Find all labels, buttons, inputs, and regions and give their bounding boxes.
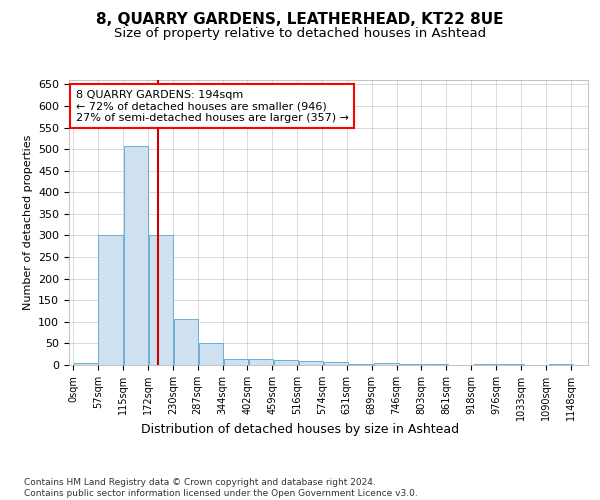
Text: 8, QUARRY GARDENS, LEATHERHEAD, KT22 8UE: 8, QUARRY GARDENS, LEATHERHEAD, KT22 8UE: [96, 12, 504, 28]
Bar: [324, 362, 349, 365]
Bar: [124, 146, 148, 365]
Bar: [174, 319, 199, 365]
Bar: [74, 363, 98, 365]
Bar: [549, 364, 574, 365]
Text: Size of property relative to detached houses in Ashtead: Size of property relative to detached ho…: [114, 28, 486, 40]
Text: 8 QUARRY GARDENS: 194sqm
← 72% of detached houses are smaller (946)
27% of semi-: 8 QUARRY GARDENS: 194sqm ← 72% of detach…: [76, 90, 349, 122]
Bar: [249, 360, 274, 365]
Bar: [499, 364, 524, 365]
Text: Contains HM Land Registry data © Crown copyright and database right 2024.
Contai: Contains HM Land Registry data © Crown c…: [24, 478, 418, 498]
Bar: [424, 364, 448, 365]
Bar: [224, 360, 248, 365]
Y-axis label: Number of detached properties: Number of detached properties: [23, 135, 32, 310]
Bar: [98, 236, 123, 365]
Bar: [374, 363, 398, 365]
Bar: [299, 361, 323, 365]
Bar: [474, 364, 499, 365]
Bar: [399, 364, 424, 365]
Bar: [199, 342, 223, 365]
Bar: [349, 364, 373, 365]
Text: Distribution of detached houses by size in Ashtead: Distribution of detached houses by size …: [141, 422, 459, 436]
Bar: [149, 236, 173, 365]
Bar: [274, 360, 298, 365]
